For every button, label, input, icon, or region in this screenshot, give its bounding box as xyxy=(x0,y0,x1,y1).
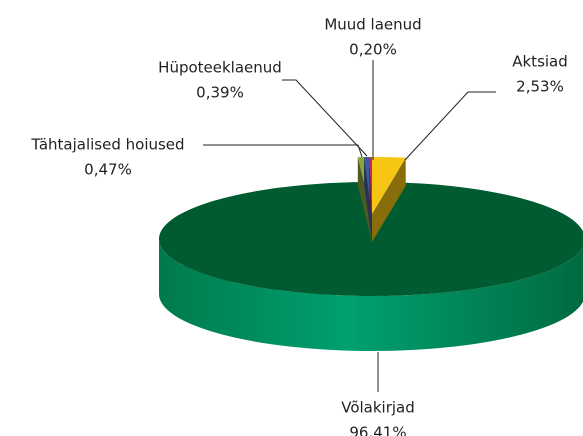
pie-slice xyxy=(369,157,372,214)
slice-side xyxy=(364,157,372,242)
pie-slice xyxy=(159,182,583,296)
category-label: Aktsiad xyxy=(512,53,568,71)
slice-side xyxy=(357,157,372,242)
category-label: Tähtajalised hoiused xyxy=(30,136,184,154)
slice-side xyxy=(369,157,372,242)
pie-side xyxy=(159,239,583,351)
pie-slice xyxy=(372,157,406,214)
category-label: Võlakirjad xyxy=(341,399,415,417)
category-label: Hüpoteeklaenud xyxy=(158,59,282,77)
value-label: 0,47% xyxy=(84,161,132,179)
leader-line xyxy=(404,91,496,161)
value-label: 0,39% xyxy=(196,84,244,102)
leader-line xyxy=(203,144,363,158)
category-label: Muud laenud xyxy=(324,16,421,34)
value-label: 0,20% xyxy=(349,41,397,59)
value-label: 2,53% xyxy=(516,78,564,96)
slice-side xyxy=(372,157,406,242)
value-label: 96.41% xyxy=(349,424,406,436)
leader-line xyxy=(282,79,368,157)
